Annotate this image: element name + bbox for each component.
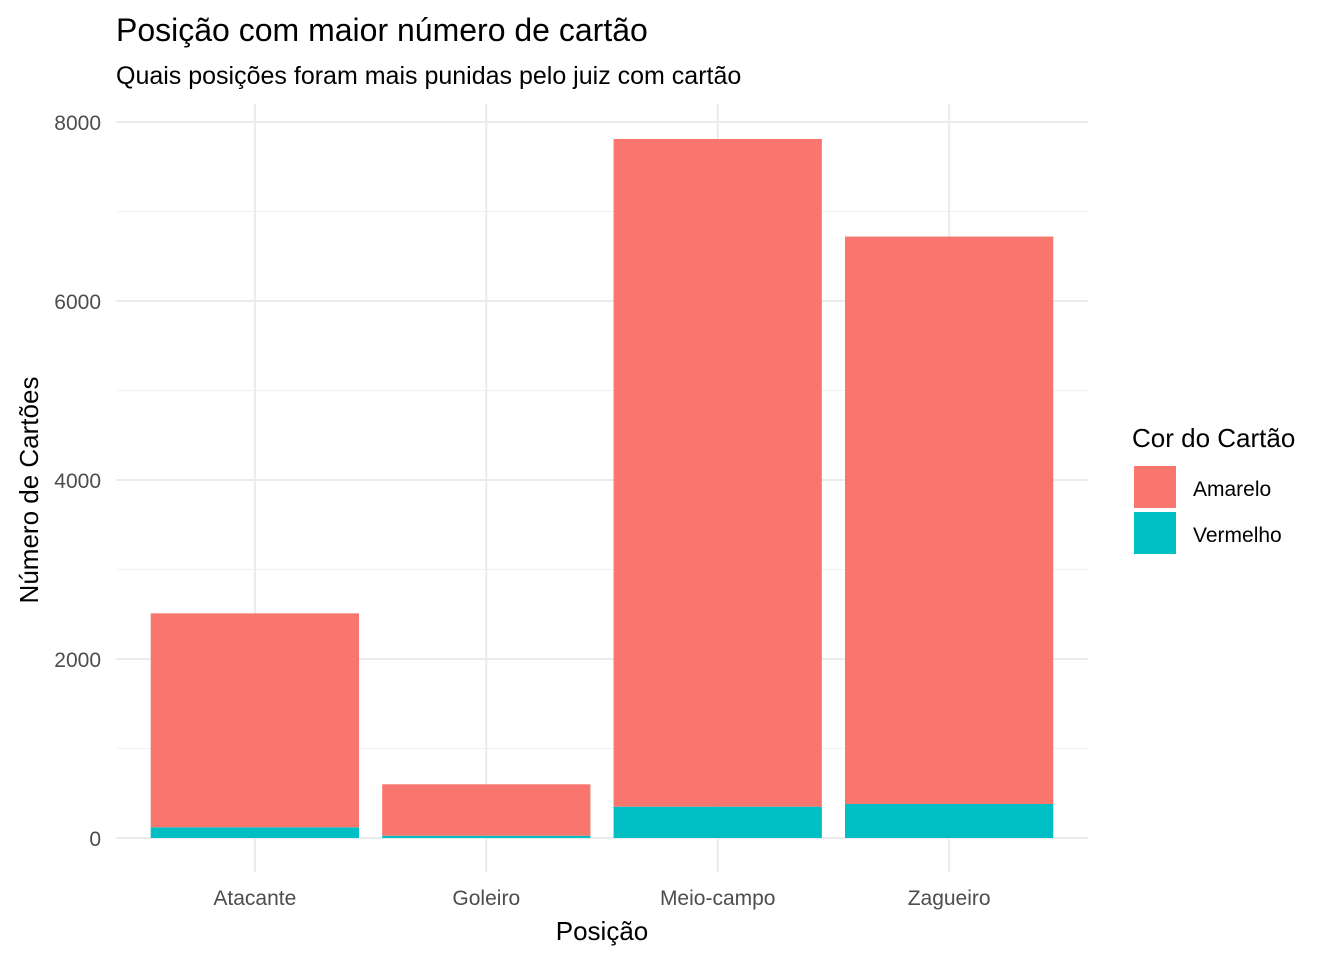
legend-label-vermelho: Vermelho — [1193, 524, 1282, 547]
legend-key-vermelho — [1134, 512, 1176, 554]
y-tick-label: 8000 — [54, 112, 101, 135]
x-axis-title: Posição — [556, 916, 649, 946]
y-tick-label: 0 — [89, 828, 101, 851]
y-axis-ticks: 0 2000 4000 6000 8000 — [54, 112, 101, 851]
legend-title: Cor do Cartão — [1132, 423, 1295, 453]
legend-key-amarelo — [1134, 466, 1176, 508]
y-axis-title: Número de Cartões — [14, 377, 44, 604]
x-tick-label: Atacante — [213, 887, 296, 910]
chart-title: Posição com maior número de cartão — [116, 12, 648, 48]
chart-subtitle: Quais posições foram mais punidas pelo j… — [116, 62, 741, 90]
y-tick-label: 2000 — [54, 649, 101, 672]
bar-meio-campo-amarelo — [613, 139, 822, 807]
bar-goleiro-amarelo — [382, 784, 591, 836]
bar-goleiro-vermelho — [382, 835, 591, 838]
bar-atacante-vermelho — [150, 827, 359, 838]
bars — [150, 139, 1054, 838]
bar-atacante-amarelo — [150, 613, 359, 828]
x-tick-label: Zagueiro — [908, 887, 991, 910]
legend: Cor do Cartão Amarelo Vermelho — [1132, 423, 1295, 554]
x-tick-label: Meio-campo — [660, 887, 776, 910]
x-tick-label: Goleiro — [452, 887, 520, 910]
legend-label-amarelo: Amarelo — [1193, 478, 1271, 501]
bar-zagueiro-amarelo — [845, 236, 1054, 804]
bar-meio-campo-vermelho — [613, 806, 822, 838]
y-tick-label: 4000 — [54, 470, 101, 493]
x-axis-ticks: Atacante Goleiro Meio-campo Zagueiro — [213, 887, 990, 910]
bar-zagueiro-vermelho — [845, 803, 1054, 838]
y-tick-label: 6000 — [54, 291, 101, 314]
